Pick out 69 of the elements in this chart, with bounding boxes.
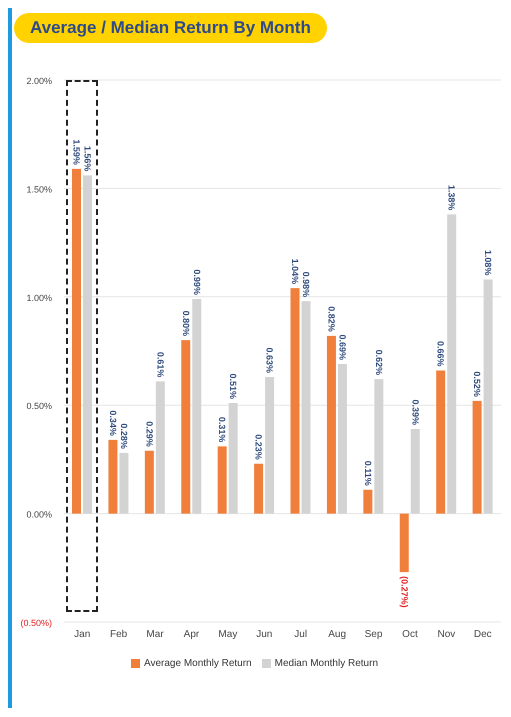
y-tick-label: 0.50% [26,401,52,412]
bar [447,214,456,514]
data-label: 0.29% [144,421,154,447]
data-label: 0.28% [118,423,129,449]
data-label: 1.08% [483,250,494,276]
data-label: 1.56% [82,146,93,172]
x-tick-label: Nov [437,629,456,640]
data-label: 0.11% [362,460,373,486]
x-tick-label: Mar [146,629,164,640]
chart-title: Average / Median Return By Month [14,13,327,43]
bar [436,370,446,514]
x-tick-label: Oct [402,629,418,640]
bar [302,301,311,514]
data-label: 0.62% [374,350,384,376]
x-tick-label: Apr [184,629,200,640]
bar [265,377,274,514]
x-tick-label: Dec [474,629,492,640]
bar [181,340,190,514]
legend-label: Average Monthly Return [144,658,252,669]
x-tick-label: Jul [294,629,308,640]
x-tick-label: May [218,629,238,640]
data-label: 0.80% [180,310,191,336]
bar [290,288,300,514]
bar [144,450,154,514]
data-label: 0.23% [254,434,264,460]
data-label: 0.52% [472,371,482,397]
bar [108,440,118,514]
bar [192,298,202,514]
bar [400,514,409,572]
data-label: 1.04% [290,258,300,284]
x-tick-label: Sep [364,629,383,640]
bar [156,381,165,514]
y-tick-label: 1.00% [26,292,52,303]
bar [374,379,384,514]
data-label: 0.98% [301,272,312,298]
y-tick-label: 2.00% [26,76,52,86]
y-tick-label: 1.50% [26,184,52,194]
bar [228,403,238,514]
bar [472,400,482,514]
data-label: 0.69% [337,334,348,360]
data-label: (0.27%) [399,576,410,608]
data-label: 0.61% [155,352,166,378]
bar [338,364,347,514]
y-tick-label: (0.50%) [20,618,52,628]
x-tick-label: Jun [256,629,272,640]
data-label: 1.38% [446,184,457,210]
data-label: 0.82% [326,306,336,332]
bar [218,446,227,514]
bar [410,429,420,514]
bar [326,336,336,514]
bar [254,464,264,514]
data-label: 0.63% [264,347,275,374]
bar [83,175,92,514]
bar [72,168,82,514]
data-label: 0.99% [192,269,202,295]
data-label: 0.31% [217,416,228,442]
x-tick-label: Aug [328,629,346,640]
bar [484,279,493,514]
x-tick-label: Feb [110,629,128,640]
bar [119,452,128,514]
x-tick-label: Jan [74,629,90,640]
data-label: 0.51% [228,374,238,400]
data-label: 0.39% [410,400,420,426]
data-label: 0.34% [108,410,118,436]
y-tick-label: 0.00% [26,510,52,520]
bar [363,490,372,514]
data-label: 1.59% [72,139,82,165]
data-label: 0.66% [436,340,446,367]
legend-label: Median Monthly Return [274,658,378,669]
